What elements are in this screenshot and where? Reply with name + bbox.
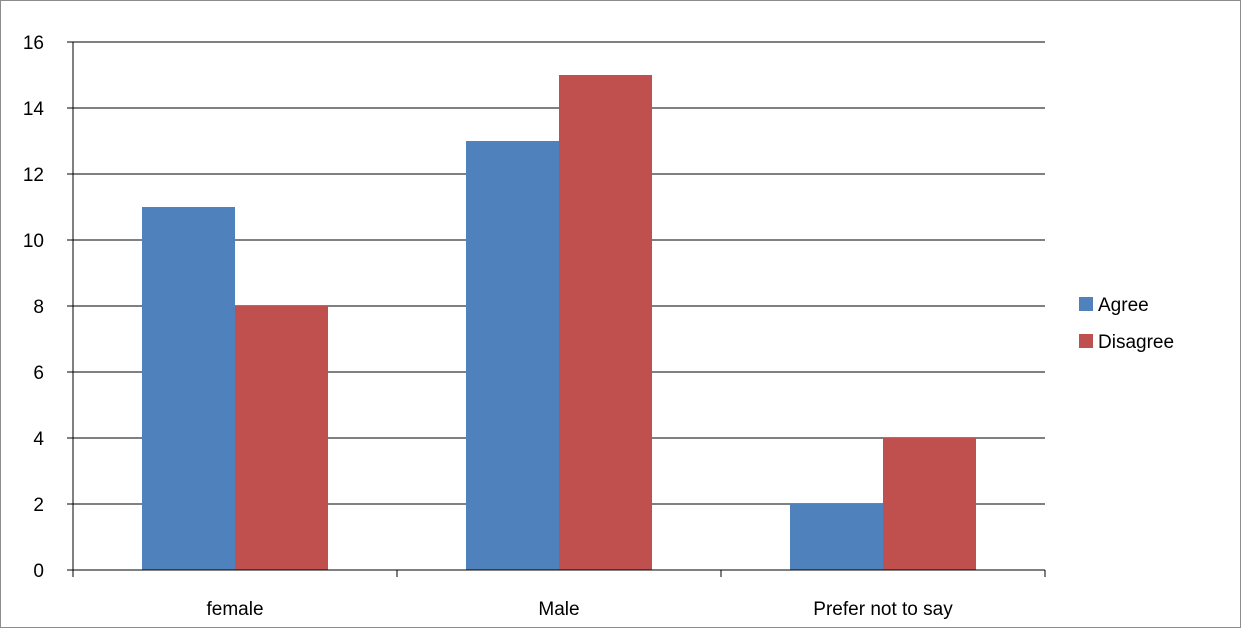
legend: Agree Disagree — [1079, 295, 1174, 353]
x-tick-labels: female Male Prefer not to say — [206, 599, 953, 620]
y-tick-label: 6 — [33, 363, 44, 384]
y-tick-label: 10 — [23, 231, 44, 252]
legend-label-disagree: Disagree — [1098, 332, 1174, 353]
y-tick-label: 4 — [33, 429, 44, 450]
axes — [67, 41, 1046, 577]
x-tick-label: Prefer not to say — [813, 599, 953, 620]
bar-agree-1 — [466, 141, 559, 570]
y-tick-label: 16 — [23, 33, 44, 54]
y-tick-label: 2 — [33, 495, 44, 516]
y-tick-label: 14 — [23, 99, 45, 120]
bar-disagree-2 — [883, 438, 976, 570]
bars — [142, 75, 976, 570]
bar-agree-2 — [790, 504, 883, 570]
y-tick-label: 8 — [33, 297, 44, 318]
bar-agree-0 — [142, 207, 235, 570]
bar-disagree-1 — [559, 75, 652, 570]
bar-disagree-0 — [235, 306, 328, 570]
x-tick-label: female — [206, 599, 263, 620]
y-tick-label: 0 — [33, 561, 44, 582]
legend-swatch-disagree — [1079, 334, 1093, 348]
y-tick-labels: 0 2 4 6 8 10 12 14 16 — [23, 33, 45, 582]
y-tick-label: 12 — [23, 165, 44, 186]
legend-label-agree: Agree — [1098, 295, 1149, 316]
legend-swatch-agree — [1079, 297, 1093, 311]
x-tick-label: Male — [538, 599, 579, 620]
